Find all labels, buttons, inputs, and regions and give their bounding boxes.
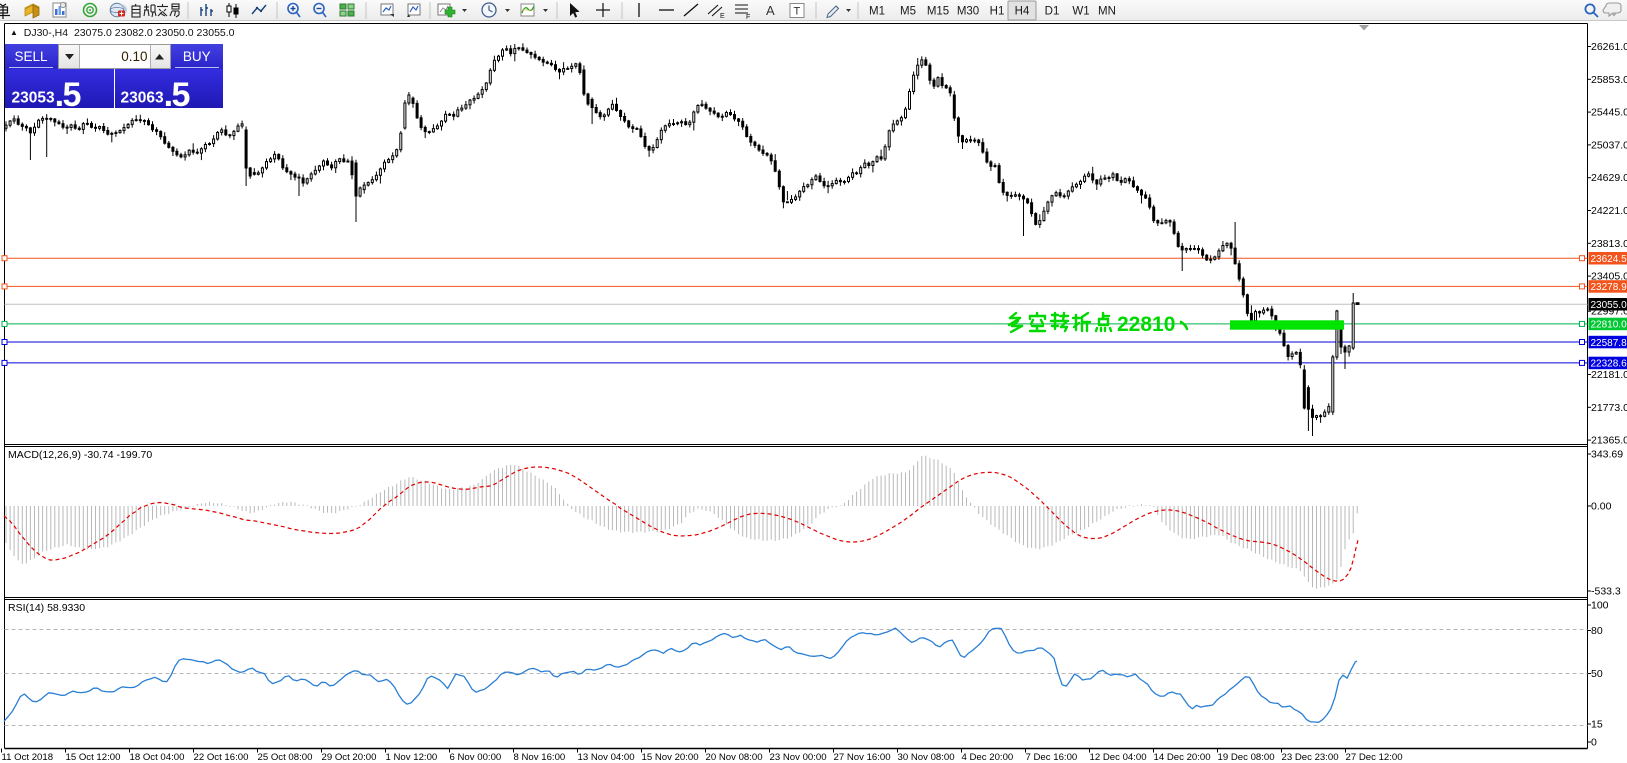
svg-text:80: 80: [1591, 625, 1603, 637]
svg-text:22 Oct 16:00: 22 Oct 16:00: [194, 752, 249, 763]
svg-text:M1: M1: [869, 6, 885, 18]
svg-text:MN: MN: [1098, 6, 1116, 18]
svg-text:H4: H4: [1015, 6, 1030, 18]
svg-text:21365.0: 21365.0: [1591, 435, 1627, 447]
svg-text:11 Oct 2018: 11 Oct 2018: [2, 752, 54, 763]
svg-text:22810: 22810: [1117, 313, 1175, 336]
svg-text:25037.0: 25037.0: [1591, 139, 1627, 151]
svg-text:MACD(12,26,9) -30.74 -199.70: MACD(12,26,9) -30.74 -199.70: [8, 449, 152, 461]
svg-text:23813.0: 23813.0: [1591, 238, 1627, 250]
svg-text:7 Dec 16:00: 7 Dec 16:00: [1026, 752, 1078, 763]
svg-text:29 Oct 20:00: 29 Oct 20:00: [322, 752, 377, 763]
svg-text:14 Dec 20:00: 14 Dec 20:00: [1154, 752, 1211, 763]
svg-text:18 Oct 04:00: 18 Oct 04:00: [130, 752, 185, 763]
svg-text:0.00: 0.00: [1591, 501, 1612, 513]
svg-text:23 Dec 23:00: 23 Dec 23:00: [1282, 752, 1339, 763]
svg-text:21773.0: 21773.0: [1591, 402, 1627, 414]
svg-text:-533.3: -533.3: [1591, 586, 1621, 598]
svg-text:22328.6: 22328.6: [1591, 359, 1627, 370]
svg-text:13 Nov 04:00: 13 Nov 04:00: [578, 752, 635, 763]
svg-text:T: T: [794, 6, 801, 18]
svg-text:1 Nov 12:00: 1 Nov 12:00: [386, 752, 438, 763]
svg-text:24629.0: 24629.0: [1591, 172, 1627, 184]
svg-text:22587.8: 22587.8: [1591, 338, 1627, 349]
svg-text:23624.5: 23624.5: [1591, 254, 1627, 265]
svg-text:0: 0: [1591, 737, 1597, 749]
svg-text:23278.9: 23278.9: [1591, 282, 1627, 293]
svg-text:RSI(14) 58.9330: RSI(14) 58.9330: [8, 602, 85, 614]
svg-text:4 Dec 20:00: 4 Dec 20:00: [962, 752, 1014, 763]
svg-text:23 Nov 00:00: 23 Nov 00:00: [770, 752, 827, 763]
svg-text:25 Oct 08:00: 25 Oct 08:00: [258, 752, 313, 763]
svg-text:15 Oct 12:00: 15 Oct 12:00: [66, 752, 121, 763]
svg-text:D1: D1: [1045, 6, 1060, 18]
svg-text:W1: W1: [1072, 6, 1089, 18]
svg-text:24221.0: 24221.0: [1591, 205, 1627, 217]
svg-text:H1: H1: [990, 6, 1005, 18]
svg-text:20 Nov 08:00: 20 Nov 08:00: [706, 752, 763, 763]
svg-text:23055.0: 23055.0: [1591, 300, 1627, 311]
svg-text:E: E: [720, 13, 725, 20]
svg-text:A: A: [766, 3, 775, 18]
svg-text:343.69: 343.69: [1591, 449, 1623, 461]
svg-text:22181.0: 22181.0: [1591, 369, 1627, 381]
svg-text:15 Nov 20:00: 15 Nov 20:00: [642, 752, 699, 763]
svg-text:27 Dec 12:00: 27 Dec 12:00: [1346, 752, 1403, 763]
svg-text:6 Nov 00:00: 6 Nov 00:00: [450, 752, 502, 763]
svg-text:30 Nov 08:00: 30 Nov 08:00: [898, 752, 955, 763]
svg-text:M30: M30: [957, 6, 979, 18]
svg-text:50: 50: [1591, 668, 1603, 680]
svg-text:27 Nov 16:00: 27 Nov 16:00: [834, 752, 891, 763]
svg-text:19 Dec 08:00: 19 Dec 08:00: [1218, 752, 1275, 763]
svg-text:25445.0: 25445.0: [1591, 107, 1627, 119]
svg-text:M15: M15: [927, 6, 949, 18]
svg-text:23405.0: 23405.0: [1591, 271, 1627, 283]
svg-text:F: F: [746, 14, 750, 21]
svg-text:8 Nov 16:00: 8 Nov 16:00: [514, 752, 566, 763]
svg-text:100: 100: [1591, 600, 1609, 612]
svg-text:M5: M5: [900, 6, 916, 18]
svg-text:26261.0: 26261.0: [1591, 41, 1627, 53]
svg-text:15: 15: [1591, 719, 1603, 731]
svg-text:22810.0: 22810.0: [1591, 320, 1627, 331]
svg-text:12 Dec 04:00: 12 Dec 04:00: [1090, 752, 1147, 763]
svg-text:25853.0: 25853.0: [1591, 74, 1627, 86]
